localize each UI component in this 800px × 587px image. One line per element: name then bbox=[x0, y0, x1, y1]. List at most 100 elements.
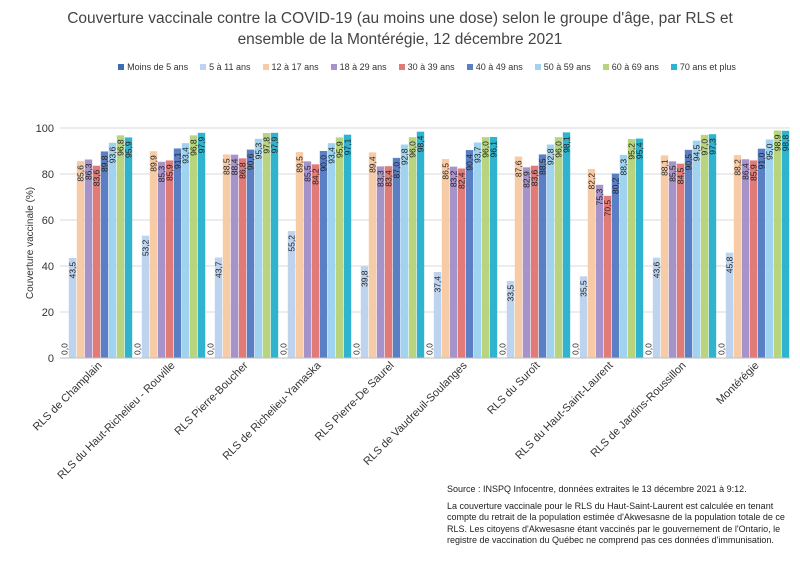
bar bbox=[68, 257, 77, 358]
legend-label: 70 ans et plus bbox=[679, 62, 736, 72]
data-label: 43,6 bbox=[652, 261, 662, 278]
bar bbox=[627, 139, 636, 358]
legend-label: 30 à 39 ans bbox=[407, 62, 455, 72]
data-label: 83,6 bbox=[92, 169, 102, 186]
bar bbox=[700, 134, 709, 358]
bar bbox=[376, 166, 385, 358]
data-label: 0,0 bbox=[717, 343, 727, 355]
data-label: 97,8 bbox=[262, 137, 272, 154]
data-label: 97,9 bbox=[197, 137, 207, 154]
bar bbox=[562, 132, 571, 358]
bar bbox=[149, 151, 158, 358]
bar bbox=[676, 163, 685, 358]
x-tick-label: RLS Pierre-De Saurel bbox=[313, 360, 397, 444]
chart-notes: Source : INSPQ Infocentre, données extra… bbox=[447, 484, 792, 552]
bar bbox=[400, 144, 409, 358]
data-label: 94,5 bbox=[692, 144, 702, 161]
bar bbox=[141, 235, 150, 358]
bar bbox=[238, 158, 247, 358]
data-label: 93,7 bbox=[473, 146, 483, 163]
data-label: 91,1 bbox=[173, 152, 183, 169]
bar bbox=[222, 154, 231, 358]
data-label: 97,9 bbox=[270, 137, 280, 154]
x-tick-label: Montérégie bbox=[714, 360, 761, 407]
chart-title-line-1: Couverture vaccinale contre la COVID-19 … bbox=[67, 10, 733, 27]
data-label: 89,8 bbox=[100, 155, 110, 172]
data-label: 88,4 bbox=[230, 158, 240, 175]
bar bbox=[546, 144, 555, 358]
data-label: 85,6 bbox=[76, 165, 86, 182]
data-label: 33,5 bbox=[506, 285, 516, 302]
legend-label: 18 à 29 ans bbox=[339, 62, 387, 72]
bar bbox=[335, 137, 344, 358]
y-tick-label: 20 bbox=[42, 307, 54, 319]
bar bbox=[652, 257, 661, 358]
bar bbox=[230, 154, 239, 358]
data-label: 83,3 bbox=[376, 170, 386, 187]
bar bbox=[708, 134, 717, 358]
x-tick-label: RLS du Haut-Richelieu - Rouville bbox=[55, 360, 177, 480]
data-label: 83,6 bbox=[530, 169, 540, 186]
legend-swatch bbox=[466, 64, 473, 70]
data-label: 43,5 bbox=[68, 262, 78, 279]
data-label: 84,5 bbox=[676, 167, 686, 184]
data-label: 93,4 bbox=[327, 147, 337, 164]
data-label: 86,5 bbox=[441, 163, 451, 180]
legend-item: Moins de 5 ans bbox=[118, 62, 188, 72]
legend-label: 12 à 17 ans bbox=[271, 62, 319, 72]
data-label: 96,0 bbox=[554, 141, 564, 158]
bar bbox=[214, 257, 223, 358]
legend-label: 40 à 49 ans bbox=[475, 62, 523, 72]
bar bbox=[725, 252, 734, 358]
y-tick-label: 100 bbox=[36, 123, 54, 135]
data-label: 83,4 bbox=[384, 170, 394, 187]
bar bbox=[116, 135, 125, 358]
bar bbox=[311, 164, 320, 358]
data-label: 39,8 bbox=[360, 270, 370, 287]
bar bbox=[254, 138, 263, 358]
chart-title: Couverture vaccinale contre la COVID-19 … bbox=[40, 8, 760, 50]
bar bbox=[619, 154, 628, 358]
bar bbox=[165, 160, 174, 358]
data-label: 0,0 bbox=[279, 343, 289, 355]
bar bbox=[441, 159, 450, 358]
bar bbox=[360, 266, 369, 358]
data-label: 95,9 bbox=[124, 141, 134, 158]
legend-label: 60 à 69 ans bbox=[611, 62, 659, 72]
bar bbox=[181, 143, 190, 358]
bar bbox=[481, 137, 490, 358]
legend-item: 60 à 69 ans bbox=[602, 62, 659, 72]
bar bbox=[660, 155, 669, 358]
legend-swatch bbox=[200, 64, 207, 70]
data-label: 97,1 bbox=[343, 138, 353, 155]
data-label: 0,0 bbox=[571, 343, 581, 355]
bar bbox=[433, 271, 442, 358]
data-label: 0,0 bbox=[133, 343, 143, 355]
data-label: 87,6 bbox=[514, 160, 524, 177]
bar bbox=[473, 142, 482, 358]
bar bbox=[157, 161, 166, 358]
bar bbox=[457, 168, 466, 358]
bar bbox=[603, 195, 612, 358]
source-note: Source : INSPQ Infocentre, données extra… bbox=[447, 484, 747, 494]
legend-label: 5 à 11 ans bbox=[209, 62, 251, 72]
data-label: 86,8 bbox=[238, 162, 248, 179]
data-label: 0,0 bbox=[206, 343, 216, 355]
bar bbox=[489, 136, 498, 358]
data-label: 0,0 bbox=[60, 343, 70, 355]
data-label: 85,9 bbox=[749, 164, 759, 181]
data-label: 95,0 bbox=[765, 143, 775, 160]
data-label: 82,9 bbox=[522, 171, 532, 188]
data-label: 55,2 bbox=[287, 235, 297, 252]
x-tick-label: RLS du Suroît bbox=[485, 360, 542, 417]
bar bbox=[465, 150, 474, 358]
bar bbox=[287, 231, 296, 358]
legend-item: 12 à 17 ans bbox=[262, 62, 319, 72]
bar bbox=[392, 157, 401, 358]
legend-label: Moins de 5 ans bbox=[127, 62, 189, 72]
legend-swatch bbox=[670, 64, 677, 70]
data-label: 0,0 bbox=[352, 343, 362, 355]
data-label: 37,4 bbox=[433, 276, 443, 293]
data-label: 96,0 bbox=[408, 141, 418, 158]
data-label: 75,3 bbox=[595, 189, 605, 206]
